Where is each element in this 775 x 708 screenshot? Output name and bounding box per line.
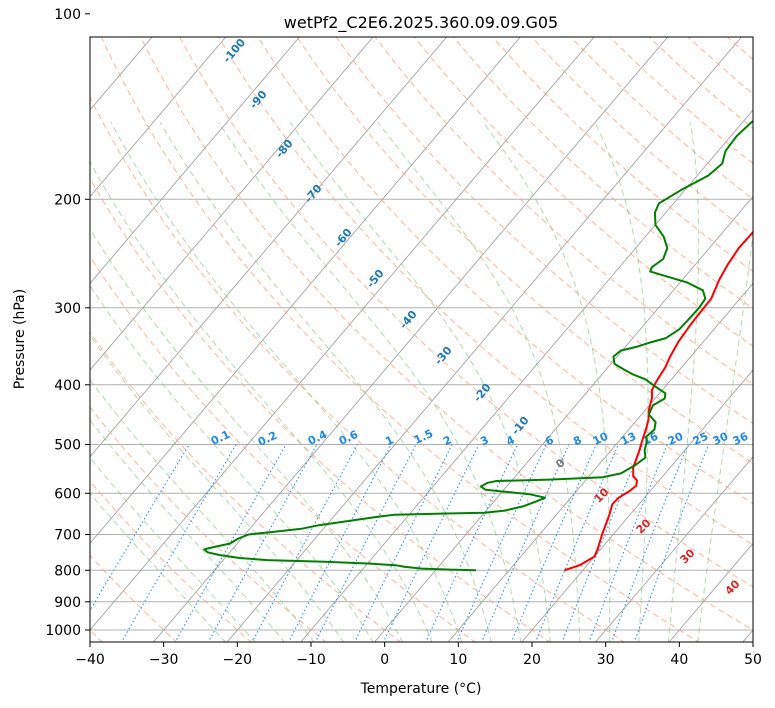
moist-adiabat-line [90, 227, 404, 642]
x-tick-label: −20 [223, 652, 253, 668]
chart-title: wetPf2_C2E6.2025.360.09.09.G05 [284, 13, 558, 33]
moist-adiabat-line [90, 284, 374, 642]
dry-adiabat-line [90, 554, 178, 642]
x-tick-label: −10 [296, 652, 326, 668]
moist-adiabat-line [667, 122, 700, 642]
dry-adiabat-line [296, 37, 753, 464]
x-tick-label: 40 [670, 652, 688, 668]
mixing-ratio-line [588, 444, 668, 642]
isotherm-line [90, 37, 300, 284]
y-tick-label: 300 [54, 301, 81, 317]
mixing-ratio-lines [90, 444, 710, 642]
moist-adiabat-line [697, 229, 753, 642]
moist-adiabat-line [218, 122, 522, 642]
dry-adiabat-line [179, 37, 753, 588]
moist-adiabat-line [90, 334, 344, 642]
dry-adiabat-line [218, 37, 753, 546]
moist-adiabat-lines [90, 121, 753, 642]
dry-adiabat-line [139, 37, 753, 631]
plot-area: -100-90-80-70-60-50-40-30-20-10010203040… [90, 37, 753, 642]
dry-adiabat-line [374, 37, 753, 386]
y-tick-label: 900 [54, 595, 81, 611]
x-tick-label: 30 [597, 652, 615, 668]
dewpoint-line [203, 120, 753, 572]
y-axis-title: Pressure (hPa) [12, 289, 28, 389]
y-tick-label: 600 [54, 486, 81, 502]
isotherm-line [595, 456, 753, 642]
mixing-ratio-line [288, 444, 392, 642]
dry-adiabat-line [90, 96, 626, 642]
isotherm-line [226, 37, 742, 642]
y-axis: 100 200 300 400 500 600 700 800 900 1000 [45, 7, 90, 639]
isotherm-lines [90, 37, 753, 642]
mixing-ratio-label: 20 [666, 430, 686, 448]
dry-adiabat-lines [90, 37, 753, 642]
isotherm-line [90, 37, 448, 458]
dry-adiabat-line [100, 37, 700, 642]
y-tick-label: 400 [54, 378, 81, 394]
moist-adiabat-line [90, 419, 285, 642]
mixing-ratio-label: 13 [619, 430, 638, 448]
mixing-ratio-line [425, 444, 519, 642]
mixing-ratio-line [510, 444, 597, 642]
y-tick-label: 100 [54, 7, 81, 23]
moist-adiabat-line [482, 122, 611, 642]
plot-frame [89, 36, 754, 643]
mixing-ratio-label: 30 [711, 430, 731, 448]
dry-adiabat-line [257, 37, 753, 505]
moist-adiabat-line [90, 378, 315, 642]
moist-adiabat-line [90, 160, 433, 642]
x-tick-label: 10 [449, 652, 467, 668]
moist-adiabat-line [594, 122, 649, 642]
moist-adiabat-line [90, 457, 256, 642]
profile-series [203, 120, 753, 572]
dry-adiabat-line [90, 480, 252, 642]
y-tick-label: 500 [54, 438, 81, 454]
isotherm-line [521, 369, 753, 642]
mixing-ratio-line [174, 444, 287, 642]
x-axis-title: Temperature (°C) [360, 681, 482, 697]
dry-adiabat-line [90, 177, 551, 642]
mixing-ratio-label: 25 [691, 430, 710, 448]
mixing-ratio-line [207, 444, 318, 642]
dry-adiabat-line [452, 37, 753, 310]
mixing-ratio-label: 36 [731, 430, 751, 448]
isotherm-line [90, 37, 374, 371]
mixing-ratio-line [481, 444, 570, 642]
isotherm-line [300, 109, 753, 642]
mixing-ratio-line [314, 444, 417, 642]
dry-adiabat-line [335, 37, 753, 425]
x-tick-label: −40 [75, 652, 105, 668]
isotherm-line [90, 37, 227, 198]
mixing-ratio-line [456, 444, 547, 642]
x-tick-label: 50 [744, 652, 762, 668]
mixing-ratio-line [120, 444, 237, 642]
x-axis: −40 −30 −20 −10 0 10 20 30 40 50 [75, 642, 762, 668]
isotherm-line [374, 196, 753, 642]
dry-adiabat-line [413, 37, 753, 347]
x-tick-label: −30 [149, 652, 179, 668]
y-tick-label: 800 [54, 563, 81, 579]
y-tick-label: 700 [54, 528, 81, 544]
dry-adiabat-line [90, 255, 476, 642]
x-tick-label: 0 [380, 652, 389, 668]
y-tick-label: 1000 [45, 623, 81, 639]
moist-adiabat-line [159, 122, 492, 642]
temperature-line [563, 230, 753, 572]
isotherm-line [90, 37, 595, 631]
mixing-ratio-line [611, 444, 689, 642]
dry-adiabat-line [90, 331, 402, 642]
y-tick-label: 200 [54, 192, 81, 208]
x-tick-label: 20 [523, 652, 541, 668]
isotherm-line [90, 37, 521, 544]
moist-adiabat-line [110, 122, 463, 642]
mixing-ratio-label: 10 [591, 430, 611, 448]
